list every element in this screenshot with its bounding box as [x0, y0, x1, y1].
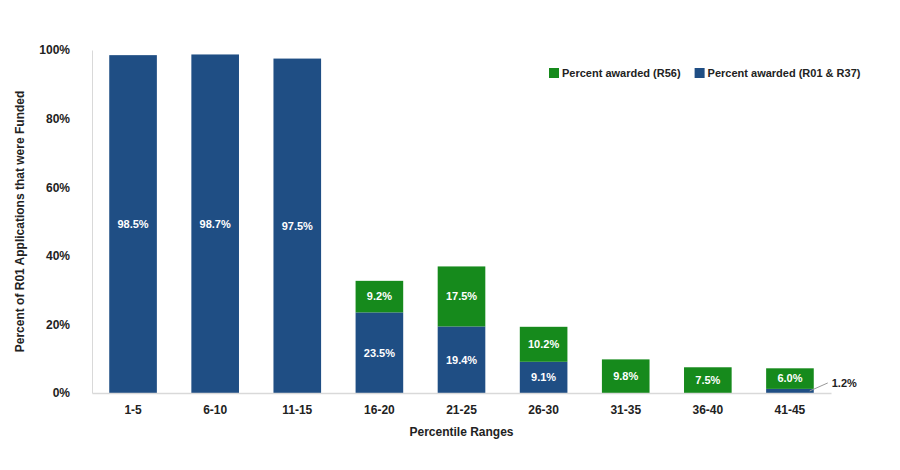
bar: [520, 327, 568, 362]
x-tick: 6-10: [203, 403, 227, 417]
legend-item: Percent awarded (R56): [549, 67, 681, 79]
y-tick-label: 40%: [46, 249, 70, 263]
x-tick-label: 11-15: [282, 403, 312, 417]
x-tick-label: 1-5: [124, 403, 142, 417]
y-axis: 0% 20% 40% 60% 80% 100%: [39, 43, 92, 400]
x-tick: 41-45: [775, 403, 806, 417]
y-tick-label: 80%: [46, 112, 70, 126]
bar: [438, 326, 486, 393]
data-label: 17.5%: [446, 290, 477, 302]
bar: [191, 54, 239, 393]
data-label: 10.2%: [528, 338, 559, 350]
bar: [602, 359, 650, 393]
bar: [273, 59, 321, 393]
x-tick: 36-40: [692, 403, 723, 417]
x-axis-title: Percentile Ranges: [409, 425, 513, 439]
x-tick: 1-5: [124, 403, 142, 417]
series: [356, 266, 814, 393]
data-label: 23.5%: [364, 347, 395, 359]
bar: [356, 312, 404, 393]
x-tick-label: 31-35: [610, 403, 641, 417]
y-axis-title: Percent of R01 Applications that were Fu…: [13, 91, 27, 353]
data-labels: 98.5% 98.7% 97.5% 23.5% 19.4% 9.1% 1.2% 9.2% 17.…: [117, 218, 857, 391]
bar: [438, 266, 486, 326]
data-label: 98.7%: [200, 218, 231, 230]
y-tick: 20%: [46, 318, 92, 332]
x-tick: 11-15: [282, 403, 312, 417]
x-tick-label: 41-45: [775, 403, 806, 417]
x-tick: 21-25: [446, 403, 477, 417]
x-tick: 26-30: [528, 403, 559, 417]
chart: 0% 20% 40% 60% 80% 100% 98.5% 98.7% 97.5% 23.5% 19…: [0, 0, 900, 470]
y-tick-label: 0%: [53, 386, 71, 400]
legend-swatch: [549, 68, 559, 78]
y-tick: 0%: [53, 386, 92, 400]
y-tick-label: 100%: [39, 43, 70, 57]
x-tick-label: 6-10: [203, 403, 227, 417]
x-tick-label: 21-25: [446, 403, 477, 417]
bar: [356, 281, 404, 313]
data-label: 19.4%: [446, 354, 477, 366]
data-label: 98.5%: [117, 218, 148, 230]
y-tick: 60%: [46, 181, 92, 195]
data-label: 7.5%: [695, 374, 720, 386]
bar: [520, 362, 568, 393]
y-tick-label: 60%: [46, 181, 70, 195]
data-label: 9.2%: [367, 290, 392, 302]
x-tick-label: 36-40: [692, 403, 723, 417]
bars: [109, 54, 814, 393]
x-axis-line: [93, 393, 832, 395]
y-axis-line: [92, 51, 93, 394]
legend-label: Percent awarded (R56): [562, 67, 681, 79]
x-tick-label: 26-30: [528, 403, 559, 417]
data-label: 97.5%: [282, 220, 313, 232]
y-tick: 80%: [46, 112, 92, 126]
bar: [766, 368, 814, 389]
legend-swatch: [695, 68, 705, 78]
bar: [109, 55, 157, 393]
y-tick: 100%: [39, 43, 92, 57]
x-tick: 31-35: [610, 403, 641, 417]
legend: Percent awarded (R56) Percent awarded (R0…: [549, 67, 861, 79]
x-tick-label: 16-20: [364, 403, 395, 417]
bar: [766, 389, 814, 393]
series: [109, 54, 814, 393]
legend-label: Percent awarded (R01 & R37): [708, 67, 861, 79]
data-label: 1.2%: [832, 377, 857, 389]
x-tick: 16-20: [364, 403, 395, 417]
x-axis: 1-5 6-10 11-15 16-20 21-25 26-30 31-35 36-40 41-…: [93, 394, 832, 417]
data-label: 9.8%: [613, 370, 638, 382]
leader-line: [810, 383, 828, 391]
legend-item: Percent awarded (R01 & R37): [695, 67, 861, 79]
data-label: 9.1%: [531, 371, 556, 383]
bar: [684, 367, 732, 393]
y-tick-label: 20%: [46, 318, 70, 332]
y-tick: 40%: [46, 249, 92, 263]
data-label: 6.0%: [777, 372, 802, 384]
